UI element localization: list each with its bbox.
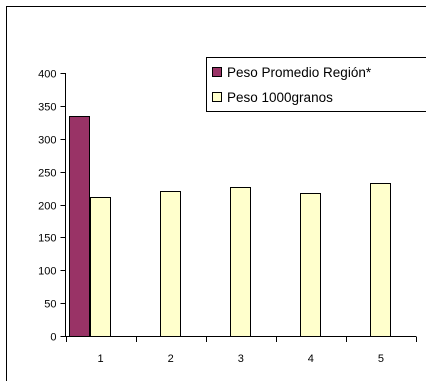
x-tick-label: 1 xyxy=(97,353,103,365)
bar xyxy=(161,192,181,337)
bar xyxy=(70,117,90,337)
y-tick-label: 250 xyxy=(38,168,56,180)
legend-swatch-peso-promedio-region xyxy=(213,68,222,77)
y-tick-label: 0 xyxy=(50,332,56,344)
x-tick-label: 3 xyxy=(238,353,244,365)
bar xyxy=(91,198,111,337)
y-tick-label: 150 xyxy=(38,233,56,245)
y-tick-label: 350 xyxy=(38,102,56,114)
legend-swatch-peso-1000granos xyxy=(213,93,222,102)
x-tick-label: 5 xyxy=(378,353,384,365)
bar xyxy=(301,194,321,337)
legend-label-peso-promedio-region: Peso Promedio Región* xyxy=(227,65,372,80)
plot-area: 0 50 100 150 200 250 300 350 400 1 2 3 4 5 xyxy=(38,69,416,366)
x-tick-label: 2 xyxy=(168,353,174,365)
bar xyxy=(371,184,391,337)
y-tick-label: 100 xyxy=(38,266,56,278)
y-tick-label: 50 xyxy=(44,299,56,311)
legend: Peso Promedio Región* Peso 1000granos xyxy=(207,58,426,112)
y-tick-label: 300 xyxy=(38,135,56,147)
legend-label-peso-1000granos: Peso 1000granos xyxy=(227,90,333,105)
bar xyxy=(231,188,251,337)
y-tick-label: 400 xyxy=(38,69,56,81)
y-tick-label: 200 xyxy=(38,201,56,213)
x-tick-label: 4 xyxy=(308,353,314,365)
